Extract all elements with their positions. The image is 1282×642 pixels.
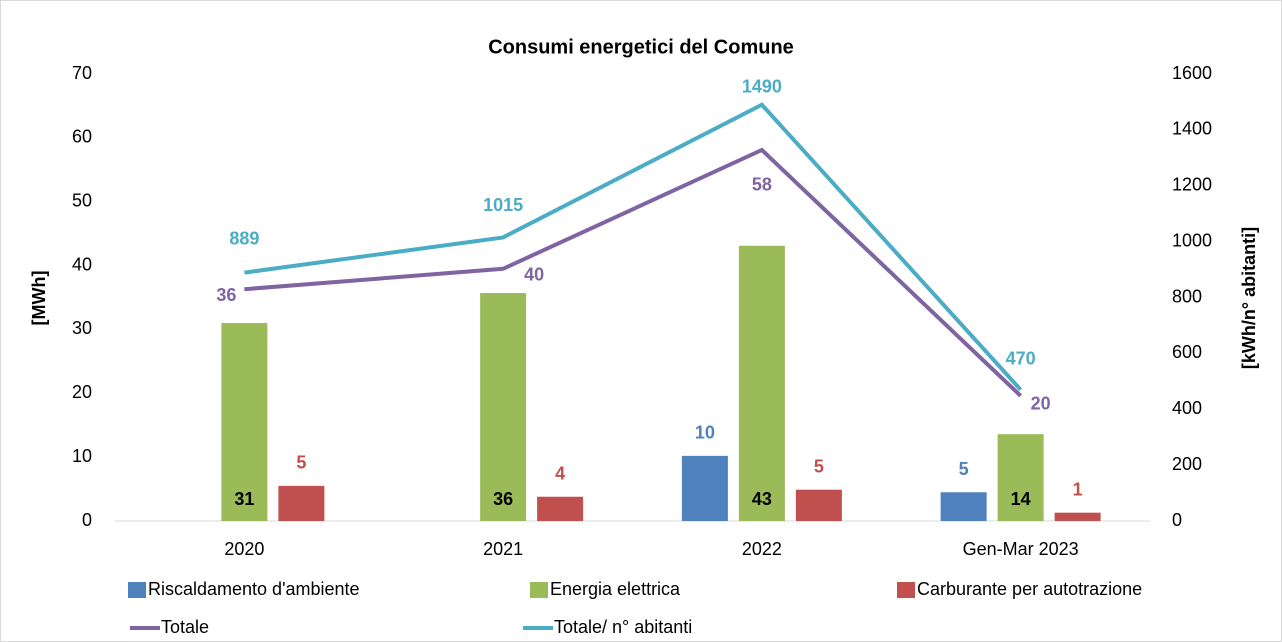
legend-label: Energia elettrica [550,579,681,599]
chart-title: Consumi energetici del Comune [488,36,794,58]
bar [795,489,842,521]
y2-tick-label: 0 [1172,510,1182,530]
data-label: 889 [229,228,259,248]
bar [940,492,987,521]
data-label: 36 [493,489,513,509]
bar [997,434,1044,521]
y-axis-title: [MWh] [29,271,49,326]
y-tick-label: 0 [82,510,92,530]
data-label: 58 [752,175,772,195]
x-tick-label: Gen-Mar 2023 [963,539,1079,559]
data-label: 5 [959,459,969,479]
y2-tick-label: 1200 [1172,175,1212,195]
y-tick-label: 70 [72,63,92,83]
y-tick-label: 10 [72,446,92,466]
bar [480,293,527,521]
bar [537,496,584,521]
y2-tick-label: 600 [1172,342,1202,362]
x-tick-label: 2022 [742,539,782,559]
y-tick-label: 60 [72,127,92,147]
y-tick-label: 50 [72,190,92,210]
y2-axis-title: [kWh/n° abitanti] [1239,227,1259,369]
line [244,147,1023,398]
data-label: 14 [1011,489,1031,509]
data-label: 1015 [483,195,523,215]
legend-swatch [897,582,915,598]
data-label: 31 [234,489,254,509]
data-label: 40 [524,265,544,285]
legend-label: Riscaldamento d'ambiente [148,579,360,599]
legend-label: Carburante per autotrazione [917,579,1142,599]
y-tick-label: 20 [72,382,92,402]
y2-tick-label: 400 [1172,398,1202,418]
line [244,102,1023,392]
data-label: 36 [216,285,236,305]
data-label: 5 [814,456,824,476]
x-tick-label: 2021 [483,539,523,559]
data-label: 5 [296,453,306,473]
data-label: 1490 [742,76,782,96]
y-tick-label: 30 [72,318,92,338]
data-label: 43 [752,489,772,509]
y2-tick-label: 1400 [1172,119,1212,139]
y2-tick-label: 800 [1172,286,1202,306]
bar [221,323,268,521]
bar [1054,512,1101,521]
data-label: 20 [1031,394,1051,414]
data-label: 1 [1073,479,1083,499]
bar [278,485,325,521]
legend-label: Totale/ n° abitanti [554,617,692,637]
y-tick-label: 40 [72,254,92,274]
data-label: 4 [555,463,565,483]
data-label: 470 [1006,348,1036,368]
y2-tick-label: 200 [1172,454,1202,474]
legend-swatch [128,582,146,598]
data-label: 10 [695,423,715,443]
x-tick-label: 2020 [224,539,264,559]
bar [681,455,728,521]
legend-label: Totale [161,617,209,637]
bar [738,245,785,522]
legend-swatch [530,582,548,598]
y2-tick-label: 1600 [1172,63,1212,83]
y2-tick-label: 1000 [1172,230,1212,250]
